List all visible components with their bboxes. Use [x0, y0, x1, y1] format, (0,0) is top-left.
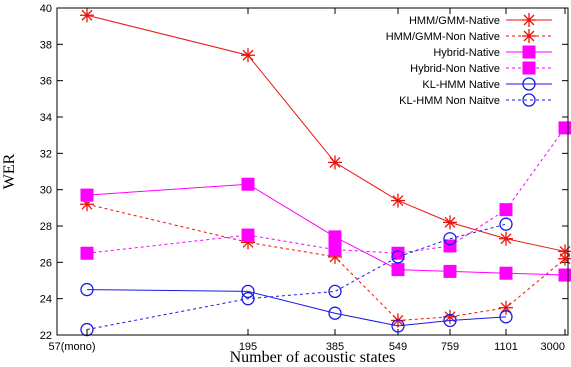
square-marker [558, 121, 571, 135]
circle-marker [499, 310, 513, 324]
series-group [80, 8, 571, 337]
circle-marker [80, 322, 94, 337]
star-marker [328, 155, 342, 170]
star-stroke [444, 216, 456, 228]
square-marker [522, 61, 536, 75]
circle-marker [522, 77, 536, 91]
legend-label: Hybrid-Non Native [410, 63, 500, 75]
x-tick-label: 57(mono) [48, 341, 95, 353]
square-marker [443, 264, 457, 278]
tick-labels: 22 24 26 28 30 32 34 36 38 40 57(mono) 195 385 549 759… [40, 3, 565, 353]
star-marker [391, 193, 405, 208]
square-marker [558, 268, 571, 282]
square-marker [328, 230, 342, 244]
legend-label: KL-HMM Native [422, 79, 500, 91]
x-tick-label: 1101 [494, 341, 518, 353]
y-tick-label: 26 [40, 257, 52, 269]
y-tick-label: 28 [40, 221, 52, 233]
circle-marker [328, 284, 342, 299]
star-stroke [81, 9, 93, 21]
square-marker [328, 243, 342, 257]
x-tick-label: 759 [441, 341, 459, 353]
star-marker [558, 251, 571, 266]
circle-marker [443, 313, 457, 328]
star-marker [522, 13, 536, 27]
circle-marker [80, 282, 94, 297]
y-tick-label: 30 [40, 185, 52, 197]
square-marker [499, 266, 513, 280]
circle-marker [241, 284, 255, 299]
star-marker [522, 29, 536, 43]
circle-marker [391, 250, 405, 264]
y-axis-label: WER [1, 153, 18, 189]
series-line [86, 183, 566, 276]
circle-marker [328, 306, 342, 320]
circle-marker [522, 93, 536, 107]
square-marker [499, 203, 513, 217]
square-marker [80, 246, 94, 260]
y-tick-label: 32 [40, 148, 52, 160]
square-marker [80, 188, 94, 202]
square-marker [241, 177, 255, 191]
square-marker [391, 263, 405, 277]
square-marker [241, 228, 255, 242]
star-stroke [242, 49, 254, 61]
series-kl-hmm-native [80, 282, 513, 333]
series-line [86, 203, 566, 321]
star-stroke [444, 311, 456, 323]
star-stroke [523, 14, 535, 26]
star-stroke [392, 195, 404, 207]
legend-label: Hybrid-Native [433, 47, 500, 59]
x-tick-label: 385 [326, 341, 344, 353]
star-marker [80, 8, 94, 23]
y-tick-label: 38 [40, 39, 52, 51]
y-tick-label: 34 [40, 112, 52, 124]
star-stroke [329, 156, 341, 168]
star-stroke [523, 30, 535, 42]
square-marker [522, 45, 536, 59]
x-tick-label: 3000 [541, 341, 565, 353]
legend-label: HMM/GMM-Native [409, 15, 500, 27]
series-hybrid-native [80, 177, 571, 282]
series-hmm-gmm-non-native [80, 197, 571, 328]
plot-frame [56, 7, 569, 336]
legend-label: KL-HMM Non Naitve [399, 95, 500, 107]
series-line [86, 289, 507, 327]
y-tick-label: 40 [40, 3, 52, 15]
star-marker [443, 215, 457, 230]
star-marker [499, 231, 513, 246]
x-axis-label: Number of acoustic states [230, 349, 396, 366]
x-tick-label: 549 [389, 341, 407, 353]
circle-marker [241, 292, 255, 306]
series-line [86, 223, 507, 331]
series-kl-hmm-non-naitve [80, 217, 513, 337]
series-hmm-gmm-native [80, 8, 571, 259]
star-stroke [500, 233, 512, 245]
y-tick-label: 22 [40, 330, 52, 342]
legend: HMM/GMM-Native HMM/GMM-Non Native Hybrid-N… [386, 13, 552, 107]
legend-label: HMM/GMM-Non Native [386, 31, 500, 43]
circle-marker [443, 232, 457, 246]
y-tick-label: 24 [40, 294, 52, 306]
y-tick-label: 36 [40, 76, 52, 88]
square-marker [443, 239, 457, 253]
star-marker [241, 48, 255, 63]
circle-marker [499, 217, 513, 231]
x-tick-label: 195 [239, 341, 257, 353]
circle-marker [391, 319, 405, 333]
tick-marks [57, 7, 568, 336]
